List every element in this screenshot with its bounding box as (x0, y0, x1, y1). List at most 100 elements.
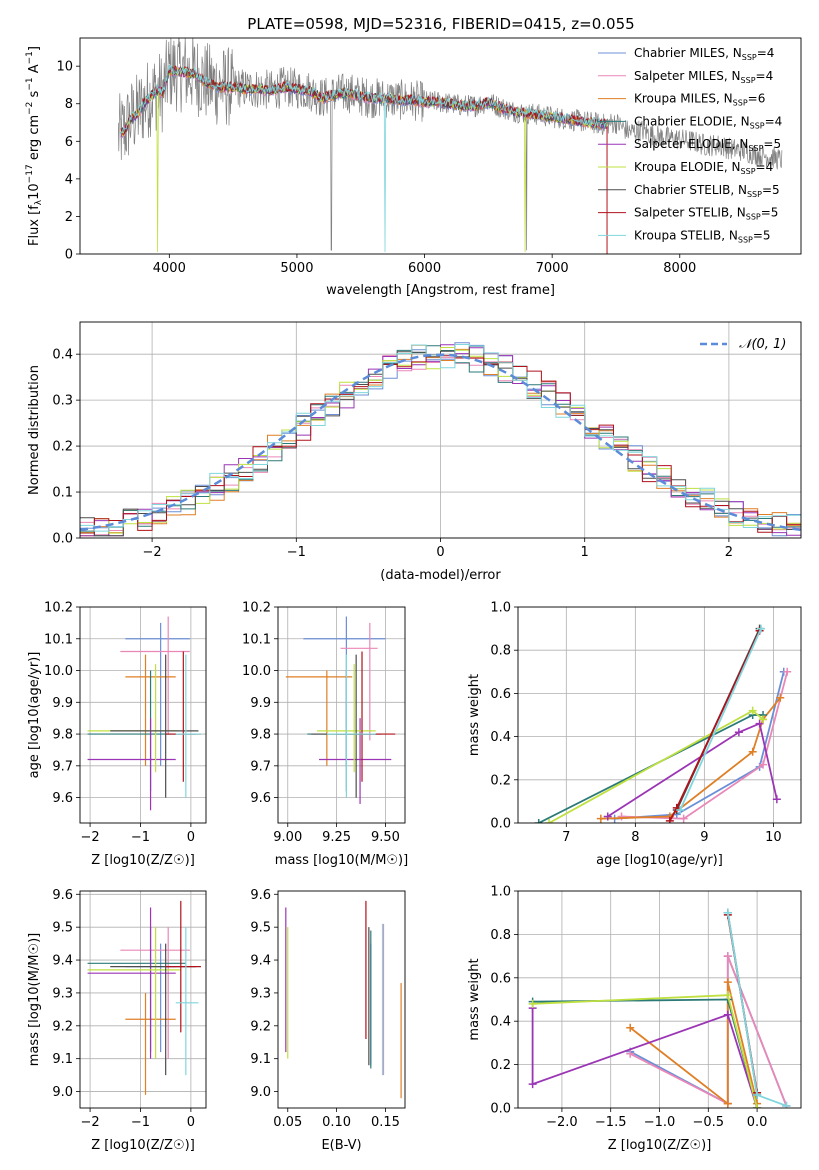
x-tick-label: 4000 (153, 261, 186, 276)
y-tick-label: 0.6 (490, 971, 511, 986)
y-tick-label: 0.2 (490, 773, 511, 788)
weight-point-marker (534, 819, 543, 823)
y-tick-label: 0.4 (490, 730, 511, 745)
y-axis-label: Normed distribution (27, 365, 42, 495)
weight-point-marker (755, 719, 764, 728)
legend-entry: Kroupa STELIB, NSSP=5 (634, 228, 771, 244)
x-tick-label: −2 (80, 1115, 99, 1130)
weight-point-marker (603, 812, 612, 821)
plot-area-mass-vs-Z (80, 891, 206, 1108)
y-tick-label: 9.4 (52, 954, 73, 969)
x-tick-label: 5000 (280, 261, 313, 276)
weight-point-marker (528, 999, 537, 1008)
legend-entry: Chabrier MILES, NSSP=4 (634, 46, 774, 62)
y-tick-label: 0.0 (490, 1102, 511, 1117)
y-tick-label: 1.0 (490, 885, 511, 900)
legend: Chabrier MILES, NSSP=4 Salpeter MILES, NS… (598, 46, 782, 244)
x-tick-label: 1 (581, 545, 589, 560)
weight-point-marker (772, 795, 781, 804)
x-axis-label: E(B-V) (321, 1138, 361, 1153)
x-tick-label: 9.25 (322, 830, 351, 845)
y-tick-label: 1.0 (490, 601, 511, 616)
y-tick-label: 10 (56, 60, 73, 75)
y-tick-label: 9.7 (52, 759, 73, 774)
weight-point-marker (776, 693, 785, 702)
y-tick-label: 9.6 (250, 888, 271, 903)
spectrum-model-line (120, 67, 608, 138)
y-tick-label: 9.1 (52, 1052, 73, 1067)
weight-point-marker (759, 760, 768, 769)
x-tick-label: 7000 (536, 261, 569, 276)
y-tick-label: 9.5 (250, 921, 271, 936)
y-tick-label: 6 (65, 135, 73, 150)
weight-point-marker (679, 814, 688, 823)
axes-mass-vs-Z: −2 −1 0 9.0 9.1 9.2 9.3 9.4 9.5 9.6 Z [log10(Z/Z☉)… (27, 888, 207, 1153)
weight-point-marker (723, 991, 732, 1000)
y-tick-label: 9.2 (250, 1019, 271, 1034)
axes-spectrum: 4000 5000 6000 7000 8000 0 2 4 6 8 10 wavelength [A… (25, 37, 802, 298)
weight-point-marker (734, 728, 743, 737)
y-tick-label: 2 (65, 210, 73, 225)
y-tick-label: 9.0 (250, 1085, 271, 1100)
y-tick-label: 9.5 (52, 921, 73, 936)
y-axis-label: mass weight (467, 674, 482, 756)
x-tick-label: −1 (287, 545, 306, 560)
x-axis-label: Z [log10(Z/Z☉)] (91, 853, 195, 868)
figure-title: PLATE=0598, MJD=52316, FIBERID=0415, z=0… (247, 15, 634, 33)
axes-frame (79, 37, 802, 255)
axes-mass-vs-EBV: 0.05 0.10 0.15 9.0 9.1 9.2 9.3 9.4 9.5 9.6 E(B-V) (250, 888, 406, 1153)
plot-area-weight-vs-age (518, 607, 801, 823)
axes-frame (517, 606, 802, 824)
plot-area-mass-vs-EBV (285, 900, 402, 1099)
y-tick-label: 9.1 (250, 1052, 271, 1067)
x-tick-label: 8 (631, 830, 639, 845)
y-tick-label: 10.2 (242, 601, 271, 616)
x-tick-label: 9 (700, 830, 708, 845)
x-tick-label: 0.10 (322, 1115, 351, 1130)
plot-area-spectrum (117, 38, 783, 254)
axes-age-vs-Z: −2 −1 0 9.6 9.7 9.8 9.9 10.0 10.1 10.2 Z [log10(Z/… (27, 601, 207, 868)
y-tick-label: 10.1 (44, 632, 73, 647)
weight-point-marker (753, 1104, 762, 1108)
y-tick-label: 8 (65, 97, 73, 112)
legend-entry: Kroupa MILES, NSSP=6 (634, 92, 765, 108)
x-axis-label: age [log10(age/yr)] (596, 853, 723, 868)
x-tick-label: 8000 (663, 261, 696, 276)
x-tick-label: −0.5 (693, 1115, 725, 1130)
y-tick-label: 4 (65, 172, 73, 187)
spectrum-model-line (120, 65, 608, 136)
y-tick-label: 10.1 (242, 632, 271, 647)
x-tick-label: −2 (80, 830, 99, 845)
axes-frame (79, 321, 802, 539)
plot-area-age-vs-mass (278, 607, 405, 823)
x-axis-label: wavelength [Angstrom, rest frame] (326, 283, 555, 298)
y-tick-label: 9.6 (52, 791, 73, 806)
axes-weight-vs-age: 7 8 9 10 0.0 0.2 0.4 0.6 0.8 1.0 age [log10(age/yr… (467, 601, 802, 868)
weight-series-line (607, 722, 778, 818)
y-axis-label: Flux [fλ10−17 erg cm−2 s−1 A−1] (25, 46, 44, 246)
y-tick-label: 9.2 (52, 1019, 73, 1034)
y-tick-label: 9.6 (52, 888, 73, 903)
x-axis-label: Z [log10(Z/Z☉)] (91, 1138, 195, 1153)
axes-age-vs-mass: 9.00 9.25 9.50 9.6 9.7 9.8 9.9 10.0 10.1 10.2 mass… (242, 601, 408, 869)
weight-point-marker (759, 715, 768, 724)
weight-point-marker (783, 667, 792, 676)
y-tick-label: 9.7 (250, 759, 271, 774)
y-tick-label: 0.8 (490, 644, 511, 659)
axes-frame (277, 890, 406, 1109)
axes-weight-vs-Z: −2.0 −1.5 −1.0 −0.5 0.0 0.0 0.2 0.4 0.6 0.8 1.0 Z [… (467, 885, 802, 1153)
x-axis-label: (data-model)/error (380, 568, 501, 583)
y-tick-label: 9.9 (250, 696, 271, 711)
legend-entry: 𝒩(0, 1) (739, 337, 786, 352)
spectrum-data-line (117, 38, 783, 251)
x-tick-label: 0 (436, 545, 444, 560)
x-tick-label: −1 (131, 1115, 150, 1130)
y-axis-label: mass weight (467, 958, 482, 1040)
y-tick-label: 9.3 (250, 986, 271, 1001)
y-tick-label: 0.4 (52, 348, 73, 363)
legend-entry: Salpeter ELODIE, NSSP=5 (634, 137, 781, 153)
weight-point-marker (596, 814, 605, 823)
x-tick-label: −2.0 (546, 1115, 578, 1130)
y-axis-label: age [log10(age/yr)] (27, 652, 42, 779)
